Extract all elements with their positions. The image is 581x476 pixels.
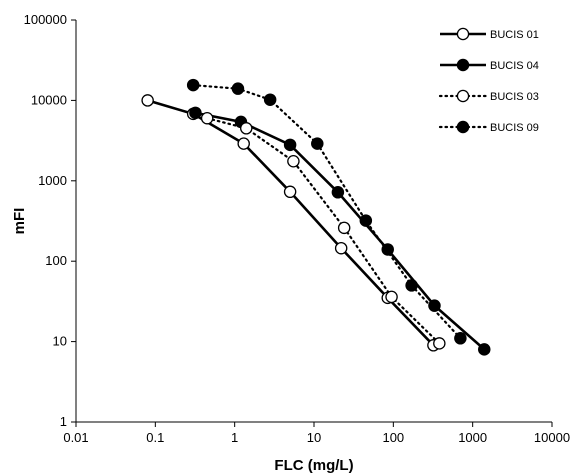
x-axis-title: FLC (mg/L) xyxy=(274,457,353,474)
legend-marker xyxy=(456,89,470,103)
series-bucis-01 xyxy=(141,94,440,352)
legend: BUCIS 01 BUCIS 04 BUCIS 03 BUCIS 09 xyxy=(438,27,539,134)
y-tick-label: 1 xyxy=(60,414,67,429)
x-tick-label: 0.01 xyxy=(63,430,88,445)
legend-item: BUCIS 09 xyxy=(438,120,539,134)
data-point xyxy=(331,186,345,199)
data-point xyxy=(186,78,200,92)
data-point xyxy=(385,290,398,304)
data-point xyxy=(334,241,348,255)
y-tick-label: 100000 xyxy=(24,12,67,27)
data-point xyxy=(263,93,277,106)
data-point xyxy=(359,214,373,227)
legend-item: BUCIS 01 xyxy=(440,27,539,41)
data-point xyxy=(283,138,297,152)
data-point xyxy=(337,221,351,235)
x-axis-ticks: 0.01 0.1 1 10 100 1000 10000 xyxy=(63,422,570,445)
y-tick-label: 10000 xyxy=(31,92,67,107)
series-bucis-04 xyxy=(189,106,491,356)
x-tick-label: 1 xyxy=(231,430,238,445)
series-bucis-09 xyxy=(186,78,467,345)
data-point xyxy=(478,343,491,356)
data-point xyxy=(189,106,202,120)
data-point xyxy=(454,332,467,345)
data-point xyxy=(231,82,245,95)
legend-label: BUCIS 03 xyxy=(490,91,539,103)
x-tick-label: 10 xyxy=(307,430,321,445)
legend-label: BUCIS 01 xyxy=(490,29,539,41)
data-point xyxy=(287,155,300,168)
y-tick-label: 1000 xyxy=(38,173,67,188)
y-axis-title: mFI xyxy=(11,208,28,235)
x-tick-label: 10000 xyxy=(534,430,570,445)
y-tick-label: 10 xyxy=(53,334,67,349)
legend-item: BUCIS 04 xyxy=(440,58,539,72)
data-point xyxy=(381,243,394,256)
legend-marker xyxy=(456,27,470,41)
data-point xyxy=(311,137,324,150)
x-tick-label: 1000 xyxy=(458,430,487,445)
data-point xyxy=(283,185,297,199)
legend-marker xyxy=(456,58,470,72)
legend-label: BUCIS 09 xyxy=(490,122,539,134)
series-bucis-03 xyxy=(200,111,446,350)
data-point xyxy=(405,279,418,292)
series-line xyxy=(147,99,435,347)
data-point xyxy=(433,337,446,350)
series-layer xyxy=(141,78,491,356)
series-line xyxy=(192,83,462,340)
y-tick-label: 100 xyxy=(45,253,67,268)
x-tick-label: 0.1 xyxy=(146,430,164,445)
legend-label: BUCIS 04 xyxy=(490,60,539,72)
data-point xyxy=(237,137,250,150)
y-axis-ticks: 1 10 100 1000 10000 100000 xyxy=(24,12,76,429)
data-point xyxy=(200,111,214,125)
data-point xyxy=(141,94,154,107)
series-line xyxy=(206,117,441,345)
legend-marker xyxy=(456,120,470,134)
data-point xyxy=(240,122,253,135)
x-tick-label: 100 xyxy=(382,430,404,445)
legend-item: BUCIS 03 xyxy=(438,89,539,103)
